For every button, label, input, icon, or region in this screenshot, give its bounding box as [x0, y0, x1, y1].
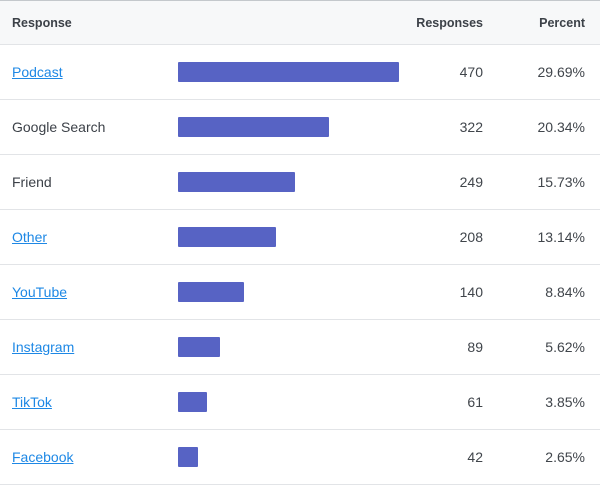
table-row: Podcast 470 29.69%	[0, 45, 600, 100]
bar-cell	[178, 392, 408, 412]
responses-count: 208	[459, 229, 483, 245]
header-responses: Responses	[416, 15, 483, 30]
table-body: Podcast 470 29.69% Google Search 322 20.…	[0, 45, 600, 485]
percent-value: 13.14%	[537, 229, 585, 245]
percent-value: 15.73%	[537, 174, 585, 190]
responses-count: 322	[459, 119, 483, 135]
response-bar	[178, 392, 207, 412]
response-bar	[178, 282, 244, 302]
response-bar	[178, 172, 295, 192]
bar-cell	[178, 227, 408, 247]
table-row: Other 208 13.14%	[0, 210, 600, 265]
header-percent: Percent	[539, 15, 585, 30]
response-link[interactable]: Instagram	[12, 339, 75, 355]
header-response: Response	[12, 15, 72, 30]
table-row: Facebook 42 2.65%	[0, 430, 600, 485]
table-row: Friend 249 15.73%	[0, 155, 600, 210]
percent-value: 3.85%	[545, 394, 585, 410]
responses-count: 89	[467, 339, 483, 355]
percent-value: 2.65%	[545, 449, 585, 465]
table-row: Instagram 89 5.62%	[0, 320, 600, 375]
percent-value: 8.84%	[545, 284, 585, 300]
response-label-cell: Friend	[12, 174, 52, 190]
response-link[interactable]: YouTube	[12, 284, 68, 300]
bar-cell	[178, 447, 408, 467]
percent-value: 29.69%	[537, 64, 585, 80]
response-label-cell: TikTok	[0, 394, 178, 410]
bar-cell	[178, 62, 408, 82]
response-bar	[178, 227, 276, 247]
percent-value: 5.62%	[545, 339, 585, 355]
response-label-cell: Facebook	[0, 449, 178, 465]
percent-value: 20.34%	[537, 119, 585, 135]
bar-cell	[178, 172, 408, 192]
response-label-cell: Other	[0, 229, 178, 245]
responses-count: 42	[467, 449, 483, 465]
response-bar	[178, 117, 329, 137]
table-row: Google Search 322 20.34%	[0, 100, 600, 155]
responses-count: 470	[459, 64, 483, 80]
bar-cell	[178, 117, 408, 137]
response-bar	[178, 62, 399, 82]
response-label-cell: Google Search	[12, 119, 106, 135]
response-label-cell: YouTube	[0, 284, 178, 300]
responses-count: 249	[459, 174, 483, 190]
response-bar	[178, 337, 220, 357]
response-link[interactable]: Podcast	[12, 64, 63, 80]
response-link[interactable]: Facebook	[12, 449, 74, 465]
bar-cell	[178, 337, 408, 357]
table-header-row: Response Responses Percent	[0, 0, 600, 45]
table-row: TikTok 61 3.85%	[0, 375, 600, 430]
table-row: YouTube 140 8.84%	[0, 265, 600, 320]
response-link[interactable]: TikTok	[12, 394, 52, 410]
response-bar	[178, 447, 198, 467]
responses-count: 140	[459, 284, 483, 300]
response-label-cell: Instagram	[0, 339, 178, 355]
response-label-cell: Podcast	[0, 64, 178, 80]
bar-cell	[178, 282, 408, 302]
responses-count: 61	[467, 394, 483, 410]
response-link[interactable]: Other	[12, 229, 48, 245]
